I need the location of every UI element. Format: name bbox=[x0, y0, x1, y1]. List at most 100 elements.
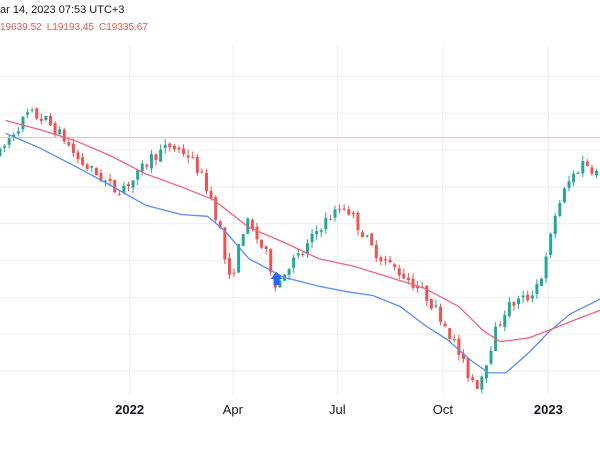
candle bbox=[301, 251, 305, 258]
signal-marker[interactable] bbox=[270, 272, 283, 285]
candle bbox=[30, 107, 34, 113]
candle bbox=[117, 190, 121, 196]
candle bbox=[535, 279, 539, 299]
candle bbox=[416, 281, 420, 293]
high-value: 19639.52 bbox=[0, 22, 42, 33]
candle bbox=[154, 153, 158, 166]
candle bbox=[494, 322, 498, 352]
candle bbox=[452, 334, 456, 343]
candle bbox=[0, 147, 2, 158]
candle bbox=[305, 239, 309, 258]
candle bbox=[365, 234, 369, 238]
chart-grid bbox=[0, 45, 600, 395]
candle bbox=[406, 273, 410, 284]
candle bbox=[296, 249, 300, 259]
candle bbox=[292, 254, 296, 273]
candle bbox=[315, 225, 319, 240]
x-tick-label: 2023 bbox=[534, 402, 563, 417]
candle bbox=[205, 168, 209, 195]
candle bbox=[186, 149, 190, 164]
candle bbox=[44, 115, 48, 122]
ohlc-values: 19639.52 L19193.45 C19335.67 bbox=[0, 22, 153, 33]
candle bbox=[269, 247, 273, 276]
candle bbox=[200, 168, 204, 174]
date-time-label: ar 14, 2023 07:53 UTC+3 bbox=[0, 4, 125, 16]
x-tick-label: Apr bbox=[223, 402, 244, 417]
candle bbox=[562, 186, 566, 204]
candle bbox=[223, 226, 227, 265]
candle bbox=[71, 138, 75, 157]
candle bbox=[370, 232, 374, 246]
candle bbox=[480, 375, 484, 394]
candle bbox=[503, 310, 507, 332]
candle bbox=[581, 155, 585, 178]
candle bbox=[48, 113, 52, 127]
candlestick-series bbox=[0, 107, 599, 394]
candle bbox=[471, 374, 475, 383]
x-tick-label: Oct bbox=[433, 402, 454, 417]
x-tick-label: Jul bbox=[329, 402, 346, 417]
candle bbox=[214, 195, 218, 224]
candle bbox=[595, 168, 599, 179]
candle bbox=[498, 320, 502, 328]
arrow-up-icon[interactable] bbox=[270, 272, 283, 285]
candle bbox=[342, 204, 346, 212]
candle bbox=[232, 268, 236, 278]
candle bbox=[572, 170, 576, 186]
candle bbox=[182, 144, 186, 157]
candle bbox=[439, 304, 443, 326]
candle bbox=[347, 205, 351, 216]
time-axis: 2022 Apr Jul Oct 2023 bbox=[115, 402, 563, 417]
candle bbox=[590, 164, 594, 176]
candle bbox=[328, 214, 332, 221]
candle bbox=[85, 162, 89, 172]
candle bbox=[131, 180, 135, 194]
candle bbox=[521, 291, 525, 303]
candle bbox=[172, 144, 176, 152]
candle bbox=[411, 273, 415, 291]
candle bbox=[393, 263, 397, 271]
candle bbox=[264, 245, 268, 255]
candle bbox=[126, 181, 130, 192]
chart-header: ar 14, 2023 07:53 UTC+3 19639.52 L19193.4… bbox=[0, 0, 600, 45]
candle bbox=[351, 210, 355, 219]
candle bbox=[530, 290, 534, 303]
candle bbox=[383, 255, 387, 266]
candle bbox=[58, 126, 62, 136]
candle bbox=[466, 357, 470, 383]
candle bbox=[443, 320, 447, 328]
candle bbox=[567, 175, 571, 192]
candle bbox=[136, 169, 140, 185]
close-value: C19335.67 bbox=[99, 22, 148, 33]
candle bbox=[448, 327, 452, 343]
candle bbox=[402, 268, 406, 279]
candle bbox=[81, 153, 85, 167]
candle bbox=[241, 233, 245, 246]
candle bbox=[425, 285, 429, 307]
candle bbox=[3, 143, 7, 153]
candle bbox=[67, 138, 71, 147]
x-tick-label: 2022 bbox=[115, 402, 144, 417]
candle bbox=[39, 113, 43, 125]
candle bbox=[94, 167, 98, 176]
candle bbox=[374, 239, 378, 262]
candle bbox=[434, 299, 438, 309]
candle bbox=[517, 295, 521, 310]
candle bbox=[62, 127, 66, 144]
candle bbox=[475, 379, 479, 390]
candle bbox=[489, 346, 493, 366]
candle bbox=[379, 255, 383, 266]
candle bbox=[113, 179, 117, 194]
candle bbox=[168, 142, 172, 152]
candle bbox=[507, 297, 511, 318]
candle bbox=[553, 212, 557, 239]
candle bbox=[16, 127, 20, 137]
candle bbox=[260, 239, 264, 249]
candle bbox=[324, 212, 328, 234]
candle bbox=[361, 229, 365, 238]
candle bbox=[149, 150, 153, 173]
candle bbox=[356, 210, 360, 236]
candle bbox=[576, 171, 580, 175]
candle bbox=[457, 334, 461, 361]
